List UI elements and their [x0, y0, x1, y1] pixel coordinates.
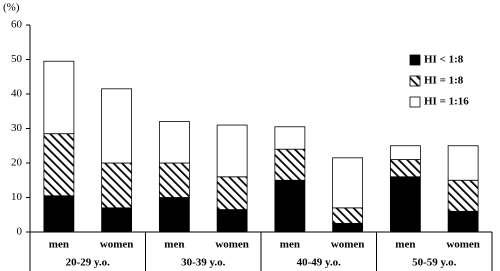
group-label: 40-49 y.o.	[297, 257, 342, 269]
x-tick-label: women	[215, 239, 249, 251]
bar-segment	[389, 176, 421, 233]
bar-segment	[43, 133, 75, 197]
group-label: 20-29 y.o.	[66, 257, 111, 269]
bar-segment	[216, 176, 248, 210]
bar-segment	[158, 162, 190, 198]
group-label: 50-59 y.o.	[412, 257, 457, 269]
bar-segment	[43, 195, 75, 233]
x-tick-label: women	[446, 239, 480, 251]
bar-segment	[101, 162, 133, 209]
bar-segment	[158, 197, 190, 233]
x-tick-label: men	[164, 239, 184, 251]
x-tick-label: men	[49, 239, 69, 251]
bar-segment	[274, 179, 306, 233]
bar-segment	[332, 222, 364, 233]
legend-label: HI < 1:8	[424, 54, 464, 66]
x-tick-label: women	[331, 239, 365, 251]
bar-segment	[101, 88, 133, 164]
bar-segment	[274, 126, 306, 150]
legend-swatch	[409, 54, 421, 66]
legend-label: HI = 1:16	[424, 96, 469, 108]
bar-segment	[158, 121, 190, 164]
bar-segment	[332, 157, 364, 209]
y-axis-label: (%)	[3, 2, 20, 14]
bar-segment	[447, 179, 479, 212]
bar-segment	[447, 210, 479, 233]
bar-segment	[389, 145, 421, 160]
group-label: 30-39 y.o.	[181, 257, 226, 269]
legend-swatch	[409, 75, 421, 87]
legend-swatch	[409, 96, 421, 108]
x-tick-label: men	[280, 239, 300, 251]
y-tick-label: 10	[11, 191, 23, 203]
y-tick-label: 0	[17, 226, 23, 238]
x-tick-label: women	[100, 239, 134, 251]
bar-segment	[216, 209, 248, 233]
x-tick-label: men	[395, 239, 415, 251]
bar-segment	[216, 124, 248, 178]
bar-segment	[101, 207, 133, 233]
y-tick-label: 40	[11, 88, 23, 100]
y-tick-label: 60	[11, 19, 23, 31]
bar-segment	[389, 159, 421, 178]
bar-segment	[332, 207, 364, 224]
bar-segment	[274, 148, 306, 181]
bar-segment	[43, 60, 75, 135]
y-tick-label: 50	[11, 53, 23, 65]
legend-label: HI = 1:8	[424, 75, 464, 87]
y-tick-label: 30	[11, 122, 23, 134]
y-tick-label: 20	[11, 157, 23, 169]
bar-segment	[447, 145, 479, 181]
